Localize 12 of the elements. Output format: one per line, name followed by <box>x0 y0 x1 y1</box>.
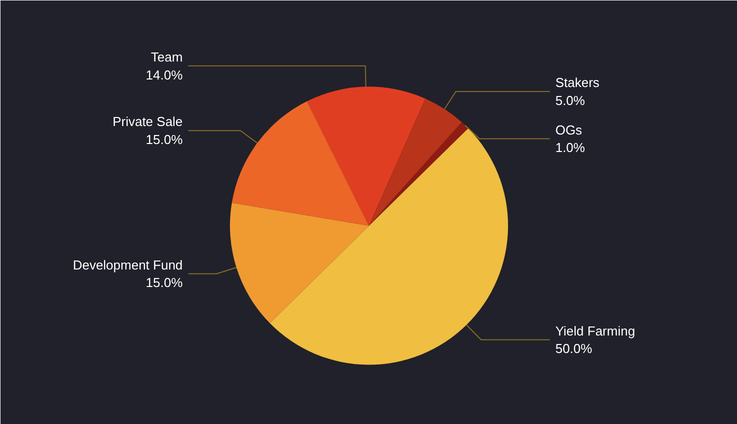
data-label: 15.0% <box>146 132 184 148</box>
data-label: 50.0% <box>555 341 593 356</box>
slice-label: Development Fund <box>72 257 183 272</box>
data-label: 14.0% <box>146 67 184 82</box>
slice-label: OGs <box>555 122 583 138</box>
slice-label: Stakers <box>555 75 600 90</box>
data-label: 15.0% <box>146 275 184 290</box>
slice-label: Yield Farming <box>555 323 636 338</box>
data-label: 1.0% <box>555 140 586 156</box>
slice-label: Team <box>150 49 183 64</box>
slice-label: Private Sale <box>112 114 183 130</box>
data-label: 5.0% <box>555 92 586 108</box>
